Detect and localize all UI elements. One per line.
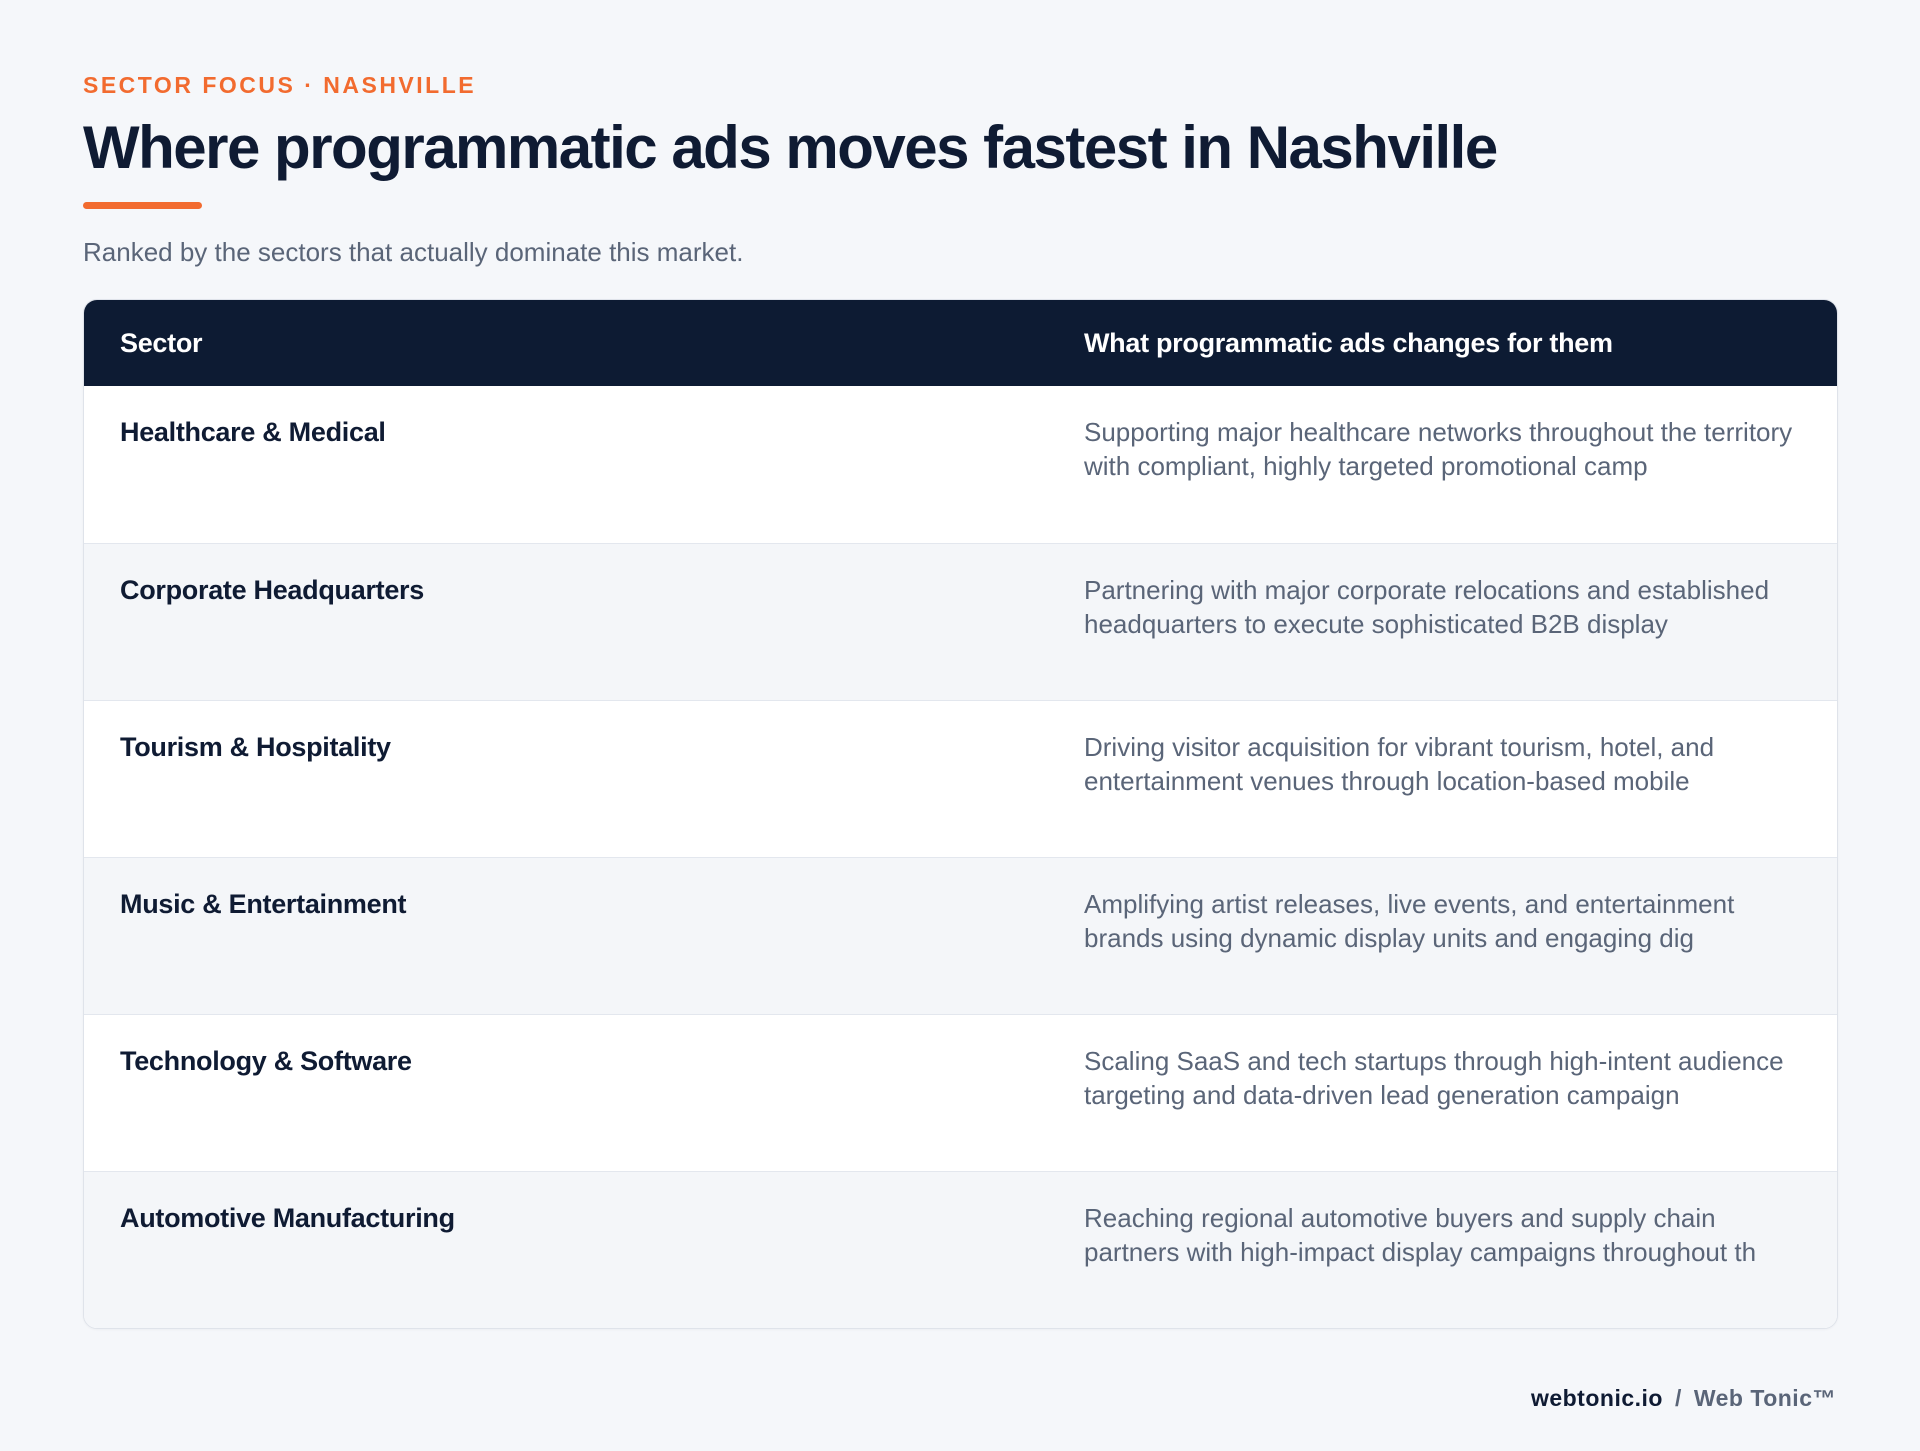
page-title: Where programmatic ads moves fastest in … — [83, 114, 1498, 181]
footer-credit: webtonic.io / Web Tonic™ — [1531, 1385, 1836, 1412]
sector-name: Technology & Software — [120, 1046, 412, 1076]
table-row: Music & Entertainment Amplifying artist … — [84, 857, 1837, 1014]
sector-description: Reaching regional automotive buyers and … — [1084, 1203, 1757, 1267]
page-subtitle: Ranked by the sectors that actually domi… — [83, 237, 744, 267]
table-row: Technology & Software Scaling SaaS and t… — [84, 1014, 1837, 1171]
page-content: SECTOR FOCUS · NASHVILLE Where programma… — [83, 70, 1838, 1329]
sector-name: Automotive Manufacturing — [120, 1203, 455, 1233]
sector-description: Amplifying artist releases, live events,… — [1084, 889, 1735, 953]
sector-description: Driving visitor acquisition for vibrant … — [1084, 732, 1715, 796]
table-row: Corporate Headquarters Partnering with m… — [84, 543, 1837, 700]
sector-name: Music & Entertainment — [120, 889, 407, 919]
sector-table: Sector What programmatic ads changes for… — [83, 299, 1838, 1329]
column-header-changes: What programmatic ads changes for them — [1084, 327, 1613, 358]
footer-separator: / — [1674, 1385, 1682, 1411]
sector-description: Scaling SaaS and tech startups through h… — [1084, 1046, 1784, 1110]
sector-name: Tourism & Hospitality — [120, 732, 391, 762]
table-row: Tourism & Hospitality Driving visitor ac… — [84, 700, 1837, 857]
table-body: Healthcare & Medical Supporting major he… — [84, 386, 1837, 1328]
footer-domain: webtonic.io — [1530, 1385, 1663, 1411]
sector-name: Corporate Headquarters — [120, 575, 424, 605]
footer-brand: Web Tonic™ — [1693, 1385, 1836, 1411]
table-row: Automotive Manufacturing Reaching region… — [84, 1171, 1837, 1328]
sector-description: Supporting major healthcare networks thr… — [1084, 417, 1793, 481]
table-header: Sector What programmatic ads changes for… — [84, 300, 1837, 386]
eyebrow-label: SECTOR FOCUS · NASHVILLE — [83, 72, 477, 98]
title-accent-underline — [83, 202, 202, 209]
table-row: Healthcare & Medical Supporting major he… — [84, 386, 1837, 543]
sector-description: Partnering with major corporate relocati… — [1084, 575, 1770, 639]
sector-name: Healthcare & Medical — [120, 417, 386, 447]
column-header-sector: Sector — [120, 327, 203, 358]
